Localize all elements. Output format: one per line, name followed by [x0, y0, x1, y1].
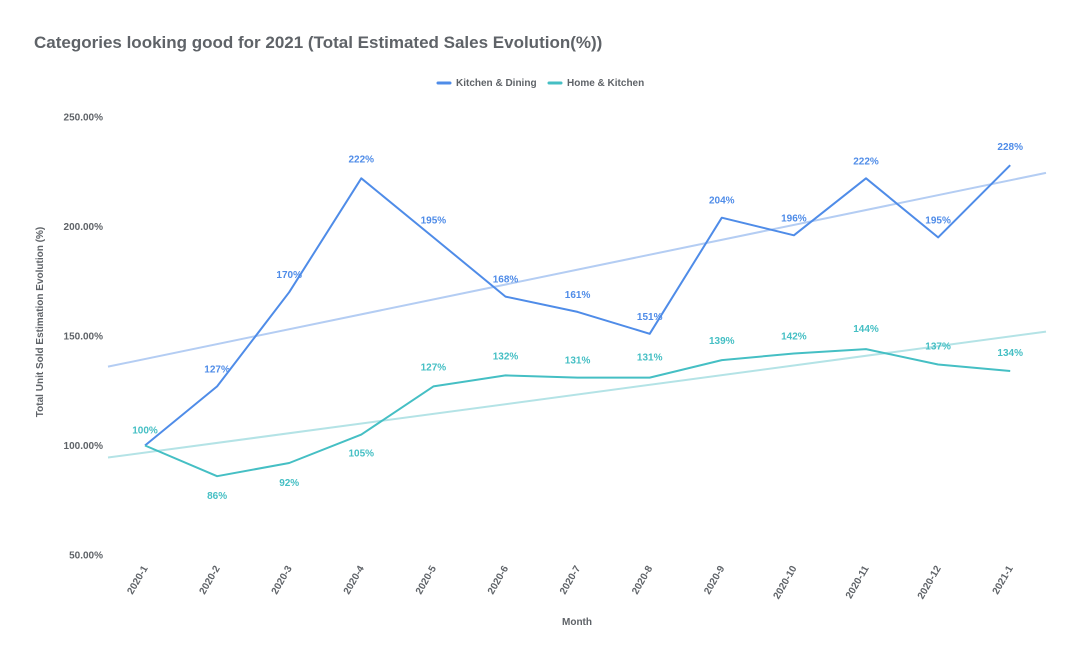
- x-tick-label: 2020-10: [772, 564, 800, 602]
- trendline: [107, 330, 1047, 459]
- x-tick-label: 2020-12: [916, 564, 944, 602]
- legend: Kitchen & Dining Home & Kitchen: [436, 78, 644, 89]
- series-lines: [144, 164, 1011, 478]
- y-tick-label: 150.00%: [64, 332, 104, 343]
- x-tick-label: 2020-5: [414, 564, 439, 597]
- data-label: 127%: [204, 364, 230, 375]
- data-label: 137%: [925, 341, 951, 352]
- data-label: 139%: [709, 336, 735, 347]
- data-label: 161%: [565, 290, 591, 301]
- data-label: 204%: [709, 196, 735, 207]
- data-label: 144%: [853, 324, 879, 335]
- data-label: 168%: [493, 275, 519, 286]
- data-label: 134%: [997, 348, 1023, 359]
- data-label: 222%: [853, 156, 879, 167]
- legend-label[interactable]: Home & Kitchen: [567, 78, 644, 89]
- x-tick-label: 2020-9: [702, 564, 727, 597]
- x-axis-title: Month: [562, 617, 592, 628]
- data-label: 92%: [279, 478, 299, 489]
- y-tick-label: 100.00%: [64, 441, 104, 452]
- data-label: 170%: [276, 270, 302, 281]
- y-tick-label: 50.00%: [69, 551, 103, 562]
- x-axis: 2020-1 2020-2 2020-3 2020-4 2020-5 2020-6 2020…: [126, 564, 1017, 628]
- data-label: 142%: [781, 332, 807, 343]
- series-line[interactable]: [144, 348, 1011, 478]
- chart-title: Categories looking good for 2021 (Total …: [34, 33, 603, 52]
- x-tick-label: 2020-6: [486, 564, 511, 597]
- data-label: 105%: [349, 449, 375, 460]
- data-label: 195%: [421, 215, 447, 226]
- data-label: 127%: [421, 362, 447, 373]
- trendline: [107, 171, 1047, 368]
- x-tick-label: 2020-11: [844, 564, 872, 601]
- y-axis-title: Total Unit Sold Estimation Evolution (%): [35, 227, 46, 417]
- y-axis: 50.00% 100.00% 150.00% 200.00% 250.00% Total …: [35, 113, 103, 562]
- x-tick-label: 2020-3: [270, 564, 295, 597]
- legend-label[interactable]: Kitchen & Dining: [456, 78, 537, 89]
- data-label: 196%: [781, 213, 807, 224]
- data-label: 86%: [207, 491, 227, 502]
- x-tick-label: 2020-7: [558, 564, 583, 597]
- x-tick-label: 2020-8: [630, 564, 655, 597]
- x-tick-label: 2020-4: [342, 564, 367, 597]
- y-tick-label: 250.00%: [64, 113, 104, 124]
- data-label: 228%: [997, 142, 1023, 153]
- series-line[interactable]: [144, 164, 1011, 447]
- x-tick-label: 2021-1: [991, 564, 1016, 597]
- x-tick-label: 2020-1: [126, 564, 151, 597]
- data-label: 222%: [349, 154, 375, 165]
- trendlines: [107, 171, 1047, 459]
- data-labels: 127% 170% 222% 195% 168% 161% 151% 204% 196% 222%…: [132, 142, 1023, 502]
- data-label: 195%: [925, 215, 951, 226]
- x-tick-label: 2020-2: [198, 564, 223, 597]
- data-label: 131%: [637, 353, 663, 364]
- data-label: 132%: [493, 351, 519, 362]
- data-label: 151%: [637, 312, 663, 323]
- data-label: 131%: [565, 356, 591, 367]
- data-label: 100%: [132, 426, 158, 437]
- y-tick-label: 200.00%: [64, 222, 104, 233]
